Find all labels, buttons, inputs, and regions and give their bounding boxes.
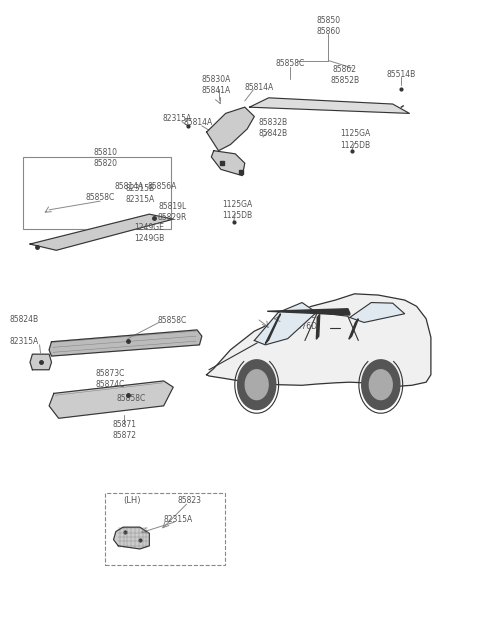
Text: 85858C: 85858C <box>85 193 115 202</box>
Bar <box>23 157 171 229</box>
Text: 85858C: 85858C <box>157 316 187 325</box>
Polygon shape <box>30 214 173 250</box>
Polygon shape <box>250 98 409 113</box>
Polygon shape <box>206 107 254 151</box>
Text: 85862
85852B: 85862 85852B <box>330 65 360 85</box>
Bar <box>106 493 225 564</box>
Polygon shape <box>238 360 276 409</box>
Polygon shape <box>245 370 268 399</box>
Text: 82315A: 82315A <box>163 514 192 524</box>
Text: 85814A: 85814A <box>244 82 274 92</box>
Polygon shape <box>362 360 400 409</box>
Text: 85824B: 85824B <box>10 316 39 324</box>
Text: (LH): (LH) <box>123 496 141 505</box>
Polygon shape <box>369 370 392 399</box>
Polygon shape <box>211 151 245 176</box>
Polygon shape <box>350 302 405 322</box>
Text: 82315A: 82315A <box>162 114 192 123</box>
Text: 85814A: 85814A <box>114 182 144 191</box>
Text: 85832B
85842B: 85832B 85842B <box>259 118 288 138</box>
Text: 85810
85820: 85810 85820 <box>94 148 118 168</box>
Text: 85875D
85876D: 85875D 85876D <box>288 311 318 331</box>
Polygon shape <box>49 330 202 356</box>
Text: 82315A: 82315A <box>10 338 39 346</box>
Text: 85871
85872: 85871 85872 <box>112 420 136 440</box>
Text: 1125GA
1125DB: 1125GA 1125DB <box>340 129 371 149</box>
Text: 85856A: 85856A <box>147 182 177 191</box>
Text: 85814A: 85814A <box>184 118 213 127</box>
Text: 85830A
85841A: 85830A 85841A <box>202 75 231 95</box>
Polygon shape <box>206 294 431 387</box>
Polygon shape <box>30 354 51 370</box>
Text: 85850
85860: 85850 85860 <box>316 16 340 36</box>
Polygon shape <box>114 527 149 549</box>
Text: 85858C: 85858C <box>117 394 146 403</box>
Text: 1125GA
1125DB: 1125GA 1125DB <box>223 200 253 220</box>
Text: 85873C
85874C: 85873C 85874C <box>96 369 125 389</box>
Text: 85819L
85829R: 85819L 85829R <box>157 202 187 222</box>
Polygon shape <box>349 319 359 339</box>
Text: 85858C: 85858C <box>276 59 305 68</box>
Polygon shape <box>49 381 173 418</box>
Text: 85514B: 85514B <box>387 70 416 79</box>
Polygon shape <box>267 309 350 315</box>
Polygon shape <box>254 302 316 345</box>
Text: 85823: 85823 <box>178 496 202 505</box>
Text: 1249GE
1249GB: 1249GE 1249GB <box>134 222 165 243</box>
Polygon shape <box>265 314 281 344</box>
Text: 82315B
82315A: 82315B 82315A <box>125 184 155 204</box>
Polygon shape <box>316 314 320 339</box>
